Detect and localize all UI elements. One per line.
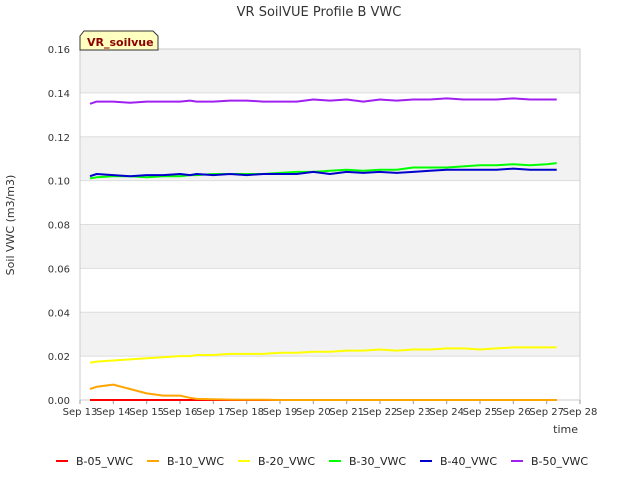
x-tick-label: Sep 18 bbox=[229, 407, 264, 418]
series-line-b-10-vwc bbox=[89, 383, 557, 401]
station-badge: VR_soilvue bbox=[79, 30, 159, 51]
y-tick-label: 0.02 bbox=[48, 352, 70, 363]
x-tick-label: Sep 19 bbox=[263, 407, 298, 418]
legend-label: B-20_VWC bbox=[258, 454, 316, 468]
x-tick-label: Sep 14 bbox=[96, 407, 131, 418]
series-line-b-20-vwc bbox=[89, 346, 557, 364]
x-tick-label: Sep 16 bbox=[163, 407, 198, 418]
y-tick-label: 0.04 bbox=[48, 308, 70, 319]
y-tick-label: 0.16 bbox=[48, 45, 70, 56]
x-tick-label: Sep 20 bbox=[296, 407, 331, 418]
x-axis-label: time bbox=[553, 423, 578, 436]
legend-swatch bbox=[147, 460, 159, 462]
badge-box bbox=[79, 30, 159, 51]
series-line-b-50-vwc bbox=[89, 97, 557, 105]
badge-label: VR_soilvue bbox=[87, 36, 154, 49]
legend-item-b-20-vwc: B-20_VWC bbox=[238, 452, 315, 470]
x-tick-label: Sep 27 bbox=[529, 407, 564, 418]
legend-item-b-30-vwc: B-30_VWC bbox=[329, 452, 406, 470]
legend-item-b-05-vwc: B-05_VWC bbox=[56, 452, 133, 470]
plot-band bbox=[80, 49, 580, 93]
legend-swatch bbox=[329, 460, 341, 462]
chart-title: VR SoilVUE Profile B VWC bbox=[237, 5, 402, 20]
y-tick-label: 0.08 bbox=[48, 221, 70, 232]
legend-label: B-50_VWC bbox=[531, 454, 589, 468]
series-line-b-40-vwc bbox=[89, 167, 557, 178]
x-tick-label: Sep 17 bbox=[196, 407, 231, 418]
legend-label: B-10_VWC bbox=[167, 454, 225, 468]
legend-item-b-10-vwc: B-10_VWC bbox=[147, 452, 224, 470]
legend-item-b-40-vwc: B-40_VWC bbox=[420, 452, 497, 470]
x-tick-label: Sep 26 bbox=[496, 407, 531, 418]
y-tick-label: 0.00 bbox=[48, 396, 70, 407]
x-tick-label: Sep 15 bbox=[129, 407, 164, 418]
legend-swatch bbox=[420, 460, 432, 462]
x-tick-label: Sep 22 bbox=[363, 407, 398, 418]
legend-swatch bbox=[56, 460, 68, 462]
x-tick-label: Sep 21 bbox=[329, 407, 364, 418]
legend-item-b-50-vwc: B-50_VWC bbox=[511, 452, 588, 470]
legend-label: B-40_VWC bbox=[440, 454, 498, 468]
legend-label: B-30_VWC bbox=[349, 454, 407, 468]
plot-band bbox=[80, 224, 580, 269]
plot-band bbox=[80, 312, 580, 357]
x-tick-label: Sep 13 bbox=[63, 407, 98, 418]
y-axis-ticks: 0.00 0.02 0.04 0.06 0.08 0.10 0.12 0.14 0.16 bbox=[48, 45, 70, 407]
y-tick-label: 0.10 bbox=[48, 177, 70, 188]
plot-background-bands bbox=[80, 49, 580, 357]
x-tick-label: Sep 24 bbox=[429, 407, 464, 418]
x-tick-label: Sep 25 bbox=[463, 407, 498, 418]
legend-label: B-05_VWC bbox=[76, 454, 134, 468]
y-tick-label: 0.06 bbox=[48, 264, 70, 275]
series-lines bbox=[89, 97, 557, 401]
y-tick-label: 0.12 bbox=[48, 133, 70, 144]
legend-swatch bbox=[511, 460, 523, 462]
x-tick-label: Sep 23 bbox=[396, 407, 431, 418]
legend-swatch bbox=[238, 460, 250, 462]
y-tick-label: 0.14 bbox=[48, 89, 70, 100]
legend: B-05_VWC B-10_VWC B-20_VWC B-30_VWC B-40_VWC… bbox=[0, 452, 640, 470]
y-axis-label: Soil VWC (m3/m3) bbox=[4, 175, 17, 276]
x-tick-label: Sep 28 bbox=[563, 407, 598, 418]
